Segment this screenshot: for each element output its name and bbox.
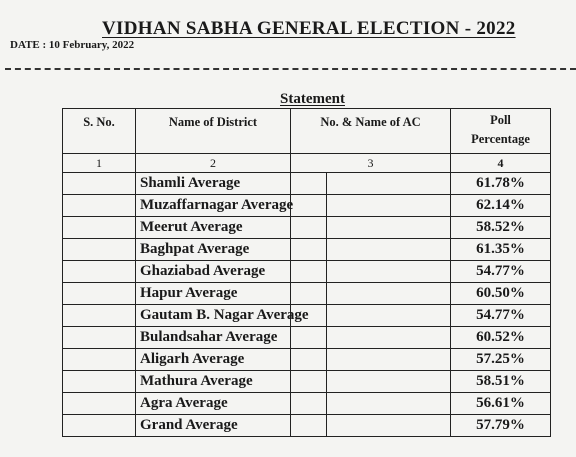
poll-percentage: 56.61%: [450, 392, 551, 415]
poll-percentage: 60.52%: [450, 326, 551, 349]
district-name: Shamli Average: [135, 172, 291, 195]
ac-number-cell: [290, 172, 327, 195]
sno-cell: [62, 216, 136, 239]
ac-name-cell: [326, 348, 451, 371]
ac-number-cell: [290, 414, 327, 437]
sno-cell: [62, 304, 136, 327]
ac-name-cell: [326, 414, 451, 437]
district-name: Grand Average: [135, 414, 291, 437]
table-row: Hapur Average 60.50%: [62, 282, 551, 305]
col-header-ac: No. & Name of AC: [290, 108, 451, 154]
ac-name-cell: [326, 194, 451, 217]
district-name: Aligarh Average: [135, 348, 291, 371]
poll-percentage: 58.52%: [450, 216, 551, 239]
sno-cell: [62, 282, 136, 305]
ac-name-cell: [326, 326, 451, 349]
col-header-poll-text: Poll Percentage: [471, 113, 530, 146]
ac-name-cell: [326, 392, 451, 415]
sno-cell: [62, 326, 136, 349]
poll-percentage: 62.14%: [450, 194, 551, 217]
sno-cell: [62, 392, 136, 415]
document-title: VIDHAN SABHA GENERAL ELECTION - 2022: [102, 18, 516, 39]
table-row: Mathura Average 58.51%: [62, 370, 551, 393]
district-name: Hapur Average: [135, 282, 291, 305]
ac-number-cell: [290, 326, 327, 349]
poll-percentage: 60.50%: [450, 282, 551, 305]
col-number-1: 1: [62, 153, 136, 173]
ac-number-cell: [290, 216, 327, 239]
district-name: Agra Average: [135, 392, 291, 415]
col-number-4: 4: [450, 153, 551, 173]
table-row: Bulandsahar Average 60.52%: [62, 326, 551, 349]
district-name: Meerut Average: [135, 216, 291, 239]
ac-name-cell: [326, 304, 451, 327]
ac-name-cell: [326, 260, 451, 283]
table-row: Shamli Average 61.78%: [62, 172, 551, 195]
table-row: Agra Average 56.61%: [62, 392, 551, 415]
table-row: Grand Average 57.79%: [62, 414, 551, 437]
statement-heading: Statement: [280, 91, 345, 107]
district-name: Gautam B. Nagar Average: [135, 304, 309, 327]
col-header-poll: Poll Percentage: [450, 108, 551, 154]
poll-percentage: 58.51%: [450, 370, 551, 393]
document-date: DATE : 10 February, 2022: [10, 39, 135, 51]
ac-number-cell: [290, 348, 327, 371]
sno-cell: [62, 370, 136, 393]
district-name: Baghpat Average: [135, 238, 291, 261]
table-row: Aligarh Average 57.25%: [62, 348, 551, 371]
ac-number-cell: [290, 194, 327, 217]
ac-number-cell: [290, 238, 327, 261]
ac-name-cell: [326, 282, 451, 305]
table-row: Muzaffarnagar Average 62.14%: [62, 194, 551, 217]
ac-number-cell: [290, 392, 327, 415]
sno-cell: [62, 194, 136, 217]
poll-percentage: 61.35%: [450, 238, 551, 261]
statement-table: S. No. Name of District No. & Name of AC…: [62, 108, 551, 437]
col-number-2: 2: [135, 153, 291, 173]
sno-cell: [62, 260, 136, 283]
sno-cell: [62, 348, 136, 371]
poll-percentage: 57.79%: [450, 414, 551, 437]
district-name: Muzaffarnagar Average: [135, 194, 293, 217]
ac-number-cell: [290, 260, 327, 283]
sno-cell: [62, 238, 136, 261]
table-row: Gautam B. Nagar Average 54.77%: [62, 304, 551, 327]
poll-percentage: 57.25%: [450, 348, 551, 371]
sno-cell: [62, 172, 136, 195]
poll-percentage: 61.78%: [450, 172, 551, 195]
poll-percentage: 54.77%: [450, 304, 551, 327]
ac-number-cell: [290, 370, 327, 393]
district-name: Bulandsahar Average: [135, 326, 291, 349]
poll-percentage: 54.77%: [450, 260, 551, 283]
dashed-divider: [5, 68, 576, 70]
ac-name-cell: [326, 216, 451, 239]
table-row: Meerut Average 58.52%: [62, 216, 551, 239]
table-row: Baghpat Average 61.35%: [62, 238, 551, 261]
col-header-district: Name of District: [135, 108, 291, 154]
ac-name-cell: [326, 370, 451, 393]
ac-number-cell: [290, 282, 327, 305]
district-name: Ghaziabad Average: [135, 260, 291, 283]
col-number-3: 3: [290, 153, 451, 173]
district-name: Mathura Average: [135, 370, 291, 393]
ac-name-cell: [326, 172, 451, 195]
ac-name-cell: [326, 238, 451, 261]
col-header-sno: S. No.: [62, 108, 136, 154]
sno-cell: [62, 414, 136, 437]
table-row: Ghaziabad Average 54.77%: [62, 260, 551, 283]
